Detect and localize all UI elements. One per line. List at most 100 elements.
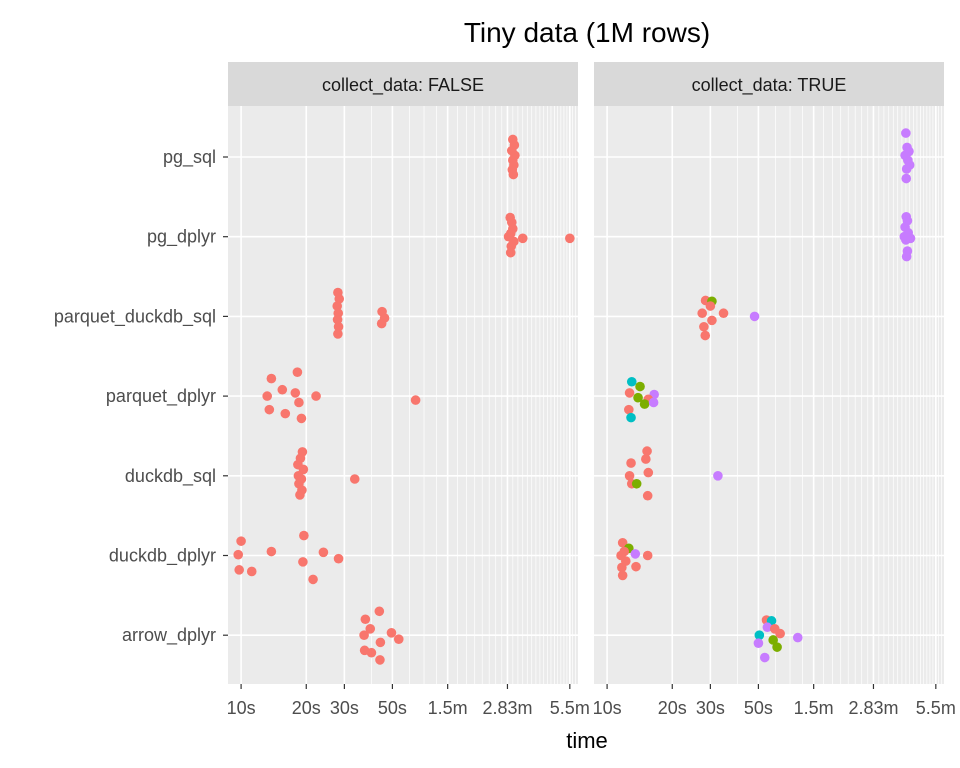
data-point <box>762 622 773 633</box>
data-point <box>759 652 770 663</box>
data-point <box>508 169 519 180</box>
data-point <box>299 530 309 541</box>
data-point <box>505 247 516 258</box>
y-tick-label: duckdb_dplyr <box>109 546 216 567</box>
data-point <box>624 388 635 398</box>
x-tick-label: 20s <box>292 698 321 718</box>
facet-panels: collect_data: FALSE 10s 20s 30s 50s 1.5m 2.83m… <box>227 62 956 718</box>
data-point <box>308 574 318 585</box>
facet-strip <box>594 62 944 106</box>
data-point <box>901 235 911 245</box>
data-point <box>617 537 628 548</box>
data-point <box>648 397 659 408</box>
x-tick-label: 2.83m <box>848 698 898 718</box>
facet-panel-1: collect_data: FALSE 10s 20s 30s 50s 1.5m 2.83m… <box>227 62 590 718</box>
x-tick-label: 30s <box>696 698 725 718</box>
x-tick-label: 10s <box>227 698 256 718</box>
data-point <box>749 311 760 322</box>
data-point <box>624 471 635 481</box>
x-tick-label: 10s <box>593 698 622 718</box>
data-point <box>292 367 303 377</box>
data-point <box>234 565 244 575</box>
data-point <box>277 384 288 395</box>
x-tick-label: 5.5m <box>916 698 956 718</box>
data-point <box>360 614 371 625</box>
data-point <box>630 549 641 559</box>
data-point <box>635 381 645 392</box>
data-point <box>754 630 765 640</box>
x-axis-title: time <box>566 728 608 753</box>
data-point <box>236 536 246 546</box>
data-point <box>697 308 707 319</box>
data-point <box>772 642 782 652</box>
data-point <box>626 376 637 387</box>
data-point <box>617 570 628 581</box>
data-point <box>349 474 360 484</box>
data-point <box>901 173 912 184</box>
data-point <box>699 321 709 332</box>
x-tick-label: 5.5m <box>550 698 590 718</box>
data-point <box>642 446 652 456</box>
data-point <box>624 404 634 415</box>
data-point <box>642 490 653 501</box>
data-point <box>626 458 636 468</box>
data-point <box>707 315 717 326</box>
x-tick-label: 50s <box>744 698 773 718</box>
data-point <box>633 392 643 403</box>
data-point <box>753 638 764 648</box>
data-point <box>333 321 344 332</box>
data-point <box>295 490 305 500</box>
data-point <box>280 408 291 419</box>
data-point <box>643 467 654 478</box>
data-point <box>296 413 307 424</box>
data-point <box>641 454 651 464</box>
data-point <box>517 233 528 244</box>
data-point <box>366 647 377 658</box>
y-tick-label: parquet_duckdb_sql <box>54 306 216 327</box>
x-tick-label: 20s <box>658 698 687 718</box>
data-point <box>901 251 912 262</box>
data-point <box>266 373 277 384</box>
data-point <box>264 404 275 415</box>
data-point <box>393 634 404 644</box>
x-tick-label: 50s <box>378 698 407 718</box>
data-point <box>365 624 376 634</box>
data-point <box>901 164 912 174</box>
data-point <box>642 550 653 561</box>
data-point <box>410 395 421 405</box>
y-tick-label: duckdb_sql <box>125 466 216 487</box>
data-point <box>718 308 729 319</box>
data-point <box>233 549 244 560</box>
data-point <box>375 655 385 665</box>
data-point <box>901 128 911 138</box>
x-tick-label: 1.5m <box>428 698 468 718</box>
facet-strip-label: collect_data: TRUE <box>692 75 847 96</box>
data-point <box>775 628 785 639</box>
data-point <box>359 630 369 640</box>
data-point <box>294 397 304 408</box>
data-point <box>617 562 627 573</box>
data-point <box>792 632 803 643</box>
facet-panel-2: collect_data: TRUE 10s 20s 30s 50s 1.5m 2.83m 5… <box>593 62 956 718</box>
data-point <box>705 301 716 311</box>
x-tick-label: 2.83m <box>482 698 532 718</box>
x-tick-label: 1.5m <box>794 698 834 718</box>
y-tick-label: parquet_dplyr <box>106 386 216 407</box>
data-point <box>298 557 308 567</box>
data-point <box>262 391 272 401</box>
data-point <box>311 391 321 401</box>
data-point <box>631 478 642 489</box>
data-point <box>266 546 277 557</box>
data-point <box>700 330 711 341</box>
data-point <box>290 388 301 398</box>
data-point <box>332 301 343 311</box>
data-point <box>318 547 329 558</box>
data-point <box>333 329 343 339</box>
panel-background <box>228 106 578 684</box>
data-point <box>375 637 386 648</box>
data-point <box>386 628 397 638</box>
facet-strip-label: collect_data: FALSE <box>322 75 484 96</box>
x-tick-label: 30s <box>330 698 359 718</box>
facet-strip <box>228 62 578 106</box>
